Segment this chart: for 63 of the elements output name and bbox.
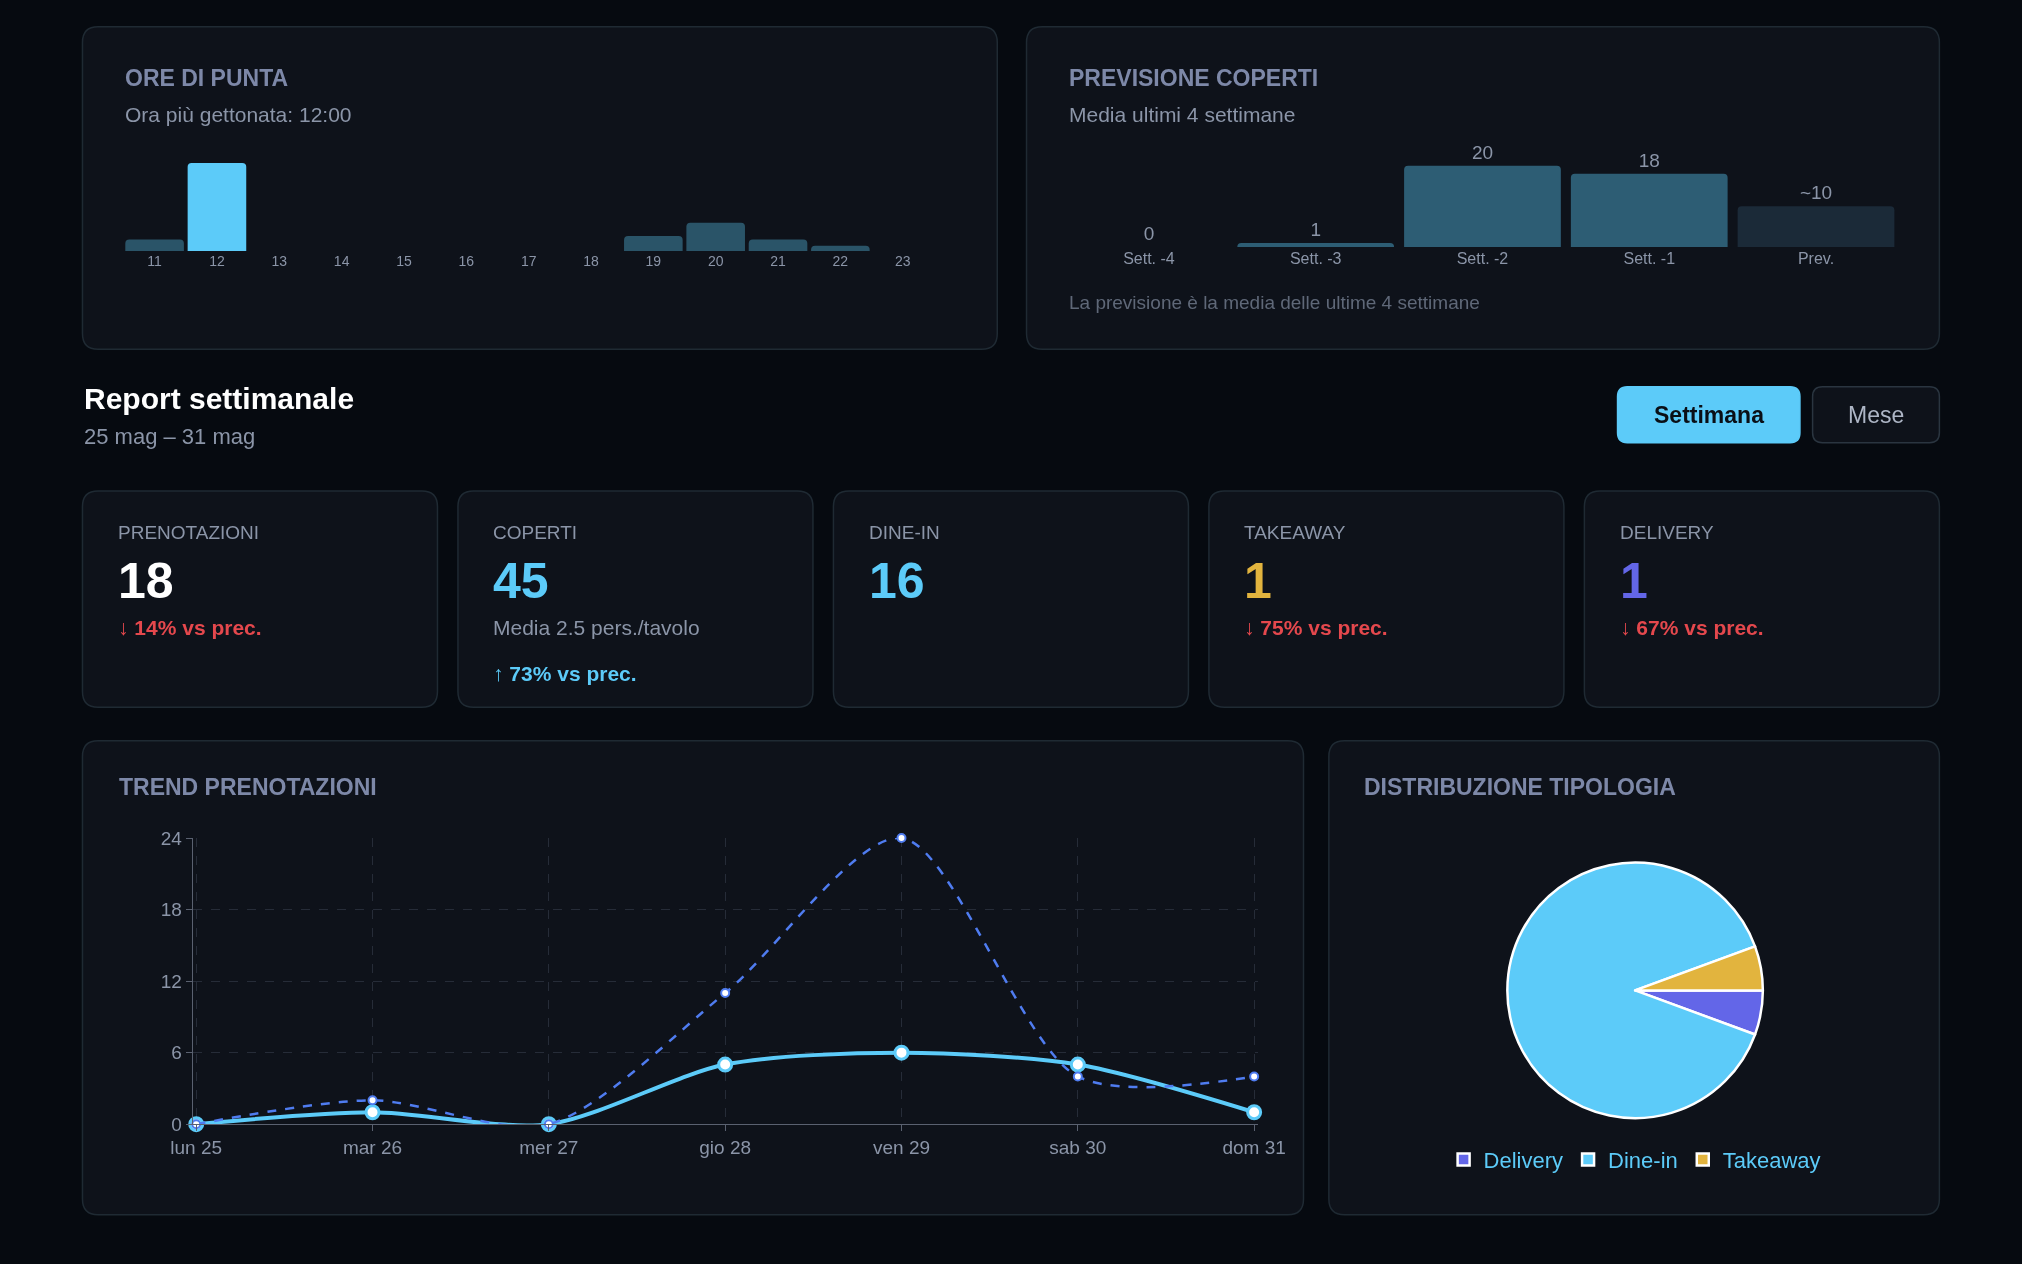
legend-label: Takeaway xyxy=(1722,1147,1821,1173)
chart-title: ORE DI PUNTA xyxy=(125,65,289,91)
x-tick-label: dom 31 xyxy=(1222,1136,1286,1158)
data-label: 0 xyxy=(1143,222,1155,244)
text: COPERTI xyxy=(493,522,578,543)
x-tick-label: 22 xyxy=(832,252,849,269)
x-tick-label: mar 26 xyxy=(342,1136,403,1158)
x-tick-label: 23 xyxy=(894,252,911,269)
text: ↓ 14% vs prec. xyxy=(118,616,262,639)
text: Settimana xyxy=(1654,402,1765,428)
x-tick-label: mer 27 xyxy=(519,1136,579,1158)
text: 16 xyxy=(869,553,925,609)
text: 1 xyxy=(1620,553,1648,609)
data-label: ~10 xyxy=(1799,182,1833,204)
text: PRENOTAZIONI xyxy=(118,522,260,543)
x-tick-label: 16 xyxy=(458,252,475,269)
x-tick-label: 17 xyxy=(520,252,537,269)
x-tick-label: Sett. -2 xyxy=(1456,250,1509,267)
text: 1 xyxy=(1244,553,1272,609)
y-tick-label: 18 xyxy=(160,899,182,921)
chart-title: DISTRIBUZIONE TIPOLOGIA xyxy=(1364,774,1676,800)
x-tick-label: ven 29 xyxy=(872,1136,931,1158)
x-tick-label: Sett. -1 xyxy=(1623,250,1676,267)
text: ↓ 67% vs prec. xyxy=(1620,616,1764,639)
data-label: 1 xyxy=(1310,218,1321,240)
x-tick-label: gio 28 xyxy=(699,1136,752,1158)
x-tick-label: 12 xyxy=(209,252,225,269)
x-tick-label: 11 xyxy=(147,252,163,269)
x-tick-label: 21 xyxy=(770,252,787,269)
x-tick-label: 15 xyxy=(396,252,412,269)
x-tick-label: Prev. xyxy=(1797,250,1835,267)
legend-label: Dine-in xyxy=(1608,1147,1678,1173)
y-tick-label: 12 xyxy=(160,970,182,992)
text: La previsione è la media delle ultime 4 settimane xyxy=(1069,292,1480,313)
text: DINE-IN xyxy=(869,522,940,543)
text: ↓ 75% vs prec. xyxy=(1244,616,1388,639)
y-tick-label: 6 xyxy=(171,1042,182,1064)
x-tick-label: 13 xyxy=(271,252,288,269)
data-label: 20 xyxy=(1471,141,1494,163)
chart-subtitle: Media ultimi 4 settimane xyxy=(1069,103,1296,126)
y-tick-label: 24 xyxy=(160,827,183,849)
y-tick-label: 0 xyxy=(171,1113,182,1135)
data-label: 18 xyxy=(1638,149,1660,171)
chart-subtitle: Ora più gettonata: 12:00 xyxy=(125,103,352,126)
text: TAKEAWAY xyxy=(1244,522,1346,543)
x-tick-label: 19 xyxy=(645,252,662,269)
x-tick-label: Sett. -3 xyxy=(1289,250,1342,267)
x-tick-label: 18 xyxy=(583,252,599,269)
text: Media 2.5 pers./tavolo xyxy=(493,616,700,639)
text: Mese xyxy=(1848,402,1905,428)
text: Report settimanale xyxy=(84,382,355,415)
chart-title: TREND PRENOTAZIONI xyxy=(119,774,377,800)
x-tick-label: 20 xyxy=(707,252,724,269)
x-tick-label: sab 30 xyxy=(1049,1136,1107,1158)
x-tick-label: lun 25 xyxy=(170,1136,223,1158)
text: 25 mag – 31 mag xyxy=(84,424,256,449)
chart-title: PREVISIONE COPERTI xyxy=(1069,65,1319,91)
text: DELIVERY xyxy=(1620,522,1714,543)
text: 45 xyxy=(493,553,549,609)
x-tick-label: 14 xyxy=(333,252,350,269)
text: ↑ 73% vs prec. xyxy=(493,662,637,685)
x-tick-label: Sett. -4 xyxy=(1123,250,1175,267)
legend-label: Delivery xyxy=(1483,1147,1564,1173)
